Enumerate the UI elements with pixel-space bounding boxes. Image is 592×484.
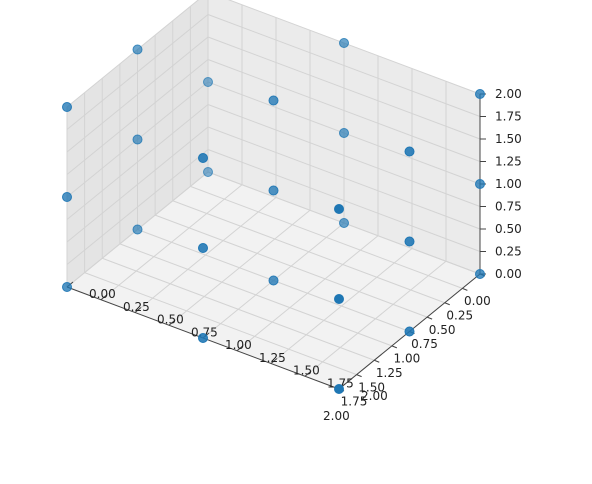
- y-tick-label: 0.25: [123, 300, 150, 314]
- grid-line-z: [66, 59, 209, 175]
- data-point: [62, 192, 72, 202]
- data-point: [62, 282, 72, 292]
- z-tick-label: 0.00: [495, 267, 522, 281]
- grid-line-z: [207, 14, 481, 117]
- x-tick-mark: [462, 287, 468, 291]
- x-tick-label: 1.25: [376, 366, 403, 380]
- data-point: [404, 236, 415, 247]
- y-tick-label: 0.00: [89, 287, 116, 301]
- y-tick-mark: [168, 319, 176, 326]
- grid-line-z: [207, 59, 481, 162]
- y-tick-label: 1.00: [225, 338, 252, 352]
- y-tick-label: 0.50: [157, 313, 184, 327]
- data-point: [268, 185, 279, 196]
- z-tick-label: 2.00: [495, 87, 522, 101]
- grid-line-z: [207, 36, 481, 140]
- data-point: [203, 77, 213, 87]
- x-tick-label: 2.00: [323, 409, 350, 423]
- data-point: [62, 102, 72, 112]
- y-tick-mark: [304, 370, 312, 377]
- x-tick-mark: [426, 316, 433, 320]
- grid-line-x: [102, 257, 375, 361]
- grid-line-x: [84, 272, 357, 376]
- y-tick-mark: [236, 345, 244, 352]
- y-tick-label: 2.00: [361, 389, 388, 403]
- data-point: [334, 294, 344, 304]
- grid-line-y: [270, 248, 413, 364]
- tick-labels: 0.000.000.000.250.250.250.500.500.500.75…: [89, 87, 522, 423]
- grid-line-y: [304, 260, 447, 377]
- x-tick-label: 0.50: [429, 323, 456, 337]
- x-tick-label: 0.25: [446, 308, 473, 322]
- data-point: [475, 179, 485, 189]
- z-tick-label: 1.75: [495, 110, 522, 124]
- x-tick-mark: [374, 359, 380, 363]
- z-tick-label: 1.50: [495, 132, 522, 146]
- data-point: [132, 44, 143, 55]
- z-tick-label: 1.00: [495, 177, 522, 191]
- z-tick-label: 0.25: [495, 245, 522, 259]
- grid-line-z: [66, 14, 209, 130]
- x-tick-label: 0.00: [464, 294, 491, 308]
- x-tick-label: 1.50: [358, 380, 385, 394]
- data-point: [268, 95, 279, 106]
- data-point: [132, 134, 143, 145]
- x-tick-label: 1.75: [341, 395, 368, 409]
- z-tick-label: 0.50: [495, 222, 522, 236]
- z-tick-label: 1.25: [495, 155, 522, 169]
- grid-lines: [66, 0, 481, 390]
- grid-line-x: [119, 243, 393, 347]
- y-tick-mark: [134, 307, 142, 313]
- data-point: [475, 89, 485, 99]
- data-point: [198, 243, 208, 253]
- grid-line-y: [236, 235, 379, 352]
- data-point: [475, 269, 485, 279]
- data-point: [198, 153, 208, 163]
- x-tick-mark: [444, 302, 450, 306]
- data-point: [334, 204, 344, 214]
- data-point: [339, 38, 349, 48]
- data-point: [334, 384, 344, 394]
- data-point: [339, 218, 349, 228]
- data-points: [62, 38, 485, 394]
- data-point: [404, 326, 415, 337]
- y-tick-label: 1.25: [259, 351, 286, 365]
- y-tick-label: 1.50: [293, 364, 320, 378]
- z-tick-label: 0.75: [495, 200, 522, 214]
- x-tick-label: 0.75: [411, 337, 438, 351]
- data-point: [203, 167, 213, 177]
- x-tick-mark: [391, 345, 398, 349]
- y-tick-mark: [100, 294, 108, 301]
- y-tick-label: 1.75: [327, 376, 354, 390]
- data-point: [339, 128, 349, 138]
- data-point: [404, 146, 415, 157]
- grid-line-z: [66, 36, 209, 153]
- x-tick-mark: [356, 374, 362, 378]
- data-point: [268, 275, 279, 286]
- y-tick-label: 0.75: [191, 325, 218, 339]
- y-tick-mark: [270, 358, 278, 364]
- x-tick-label: 1.00: [394, 352, 421, 366]
- data-point: [198, 333, 208, 343]
- data-point: [132, 224, 143, 235]
